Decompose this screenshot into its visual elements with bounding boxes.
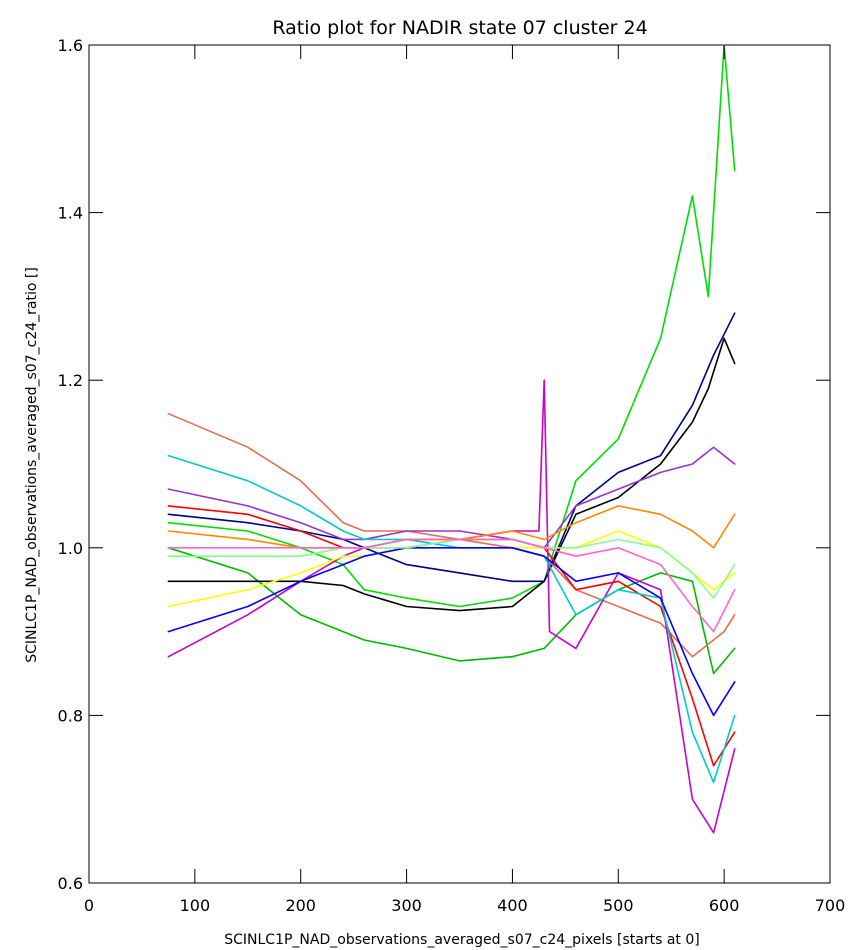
series-line-11 [167, 546, 736, 717]
series-line-12 [167, 505, 736, 549]
y-tick-label-1.4: 1.4 [58, 204, 83, 223]
series-line-2 [167, 546, 736, 675]
y-axis-label: SCINLC1P_NAD_observations_averaged_s07_c… [24, 267, 40, 663]
x-tick-label-600: 600 [709, 896, 740, 915]
x-tick-label-200: 200 [285, 896, 316, 915]
series-layer [167, 44, 736, 834]
series-line-4 [167, 312, 736, 583]
series-line-5 [167, 412, 736, 658]
y-tick-label-1.0: 1.0 [58, 539, 83, 558]
y-tick-label-0.8: 0.8 [58, 706, 83, 725]
x-tick-label-700: 700 [815, 896, 846, 915]
plot-frame [88, 44, 831, 884]
x-tick-label-500: 500 [603, 896, 634, 915]
series-line-14 [167, 538, 736, 633]
y-tick-label-1.6: 1.6 [58, 36, 83, 55]
series-line-6 [167, 379, 736, 834]
x-tick-label-0: 0 [84, 896, 94, 915]
x-tick-label-400: 400 [497, 896, 528, 915]
tick-layer: 0 100 200 300 400 500 600 700 0.6 0.8 1.0 1.2 1.4 1.6 [58, 36, 846, 915]
x-axis-label: SCINLC1P_NAD_observations_averaged_s07_c… [224, 932, 700, 948]
series-line-3 [167, 337, 736, 612]
series-line-1 [167, 44, 736, 608]
x-tick-label-100: 100 [180, 896, 211, 915]
x-tick-label-300: 300 [391, 896, 422, 915]
y-tick-label-1.2: 1.2 [58, 371, 83, 390]
chart-title: Ratio plot for NADIR state 07 cluster 24 [272, 17, 647, 39]
y-tick-label-0.6: 0.6 [58, 874, 83, 893]
